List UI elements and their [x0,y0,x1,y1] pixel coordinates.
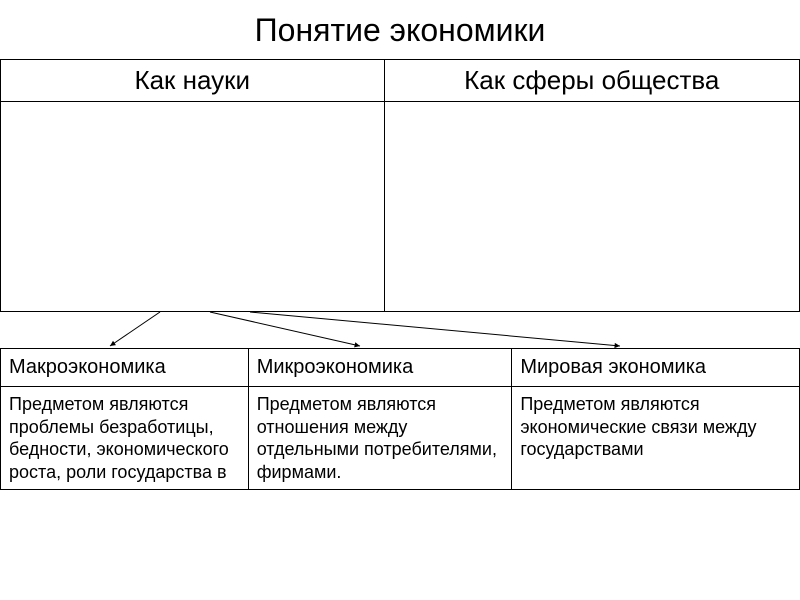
concept-body-society [384,102,799,312]
branch-header-macro: Макроэкономика [1,349,249,387]
page-title: Понятие экономики [0,0,800,59]
branch-header-world: Мировая экономика [512,349,800,387]
branches-body-row: Предметом являются проблемы безработицы,… [1,387,800,490]
branch-body-macro: Предметом являются проблемы безработицы,… [1,387,249,490]
concept-header-science: Как науки [1,60,385,102]
concept-table: Как науки Как сферы общества [0,59,800,312]
concept-header-society: Как сферы общества [384,60,799,102]
branch-body-micro: Предметом являются отношения между отдел… [248,387,512,490]
branch-body-world: Предметом являются экономические связи м… [512,387,800,490]
branches-header-row: Макроэкономика Микроэкономика Мировая эк… [1,349,800,387]
branch-header-micro: Микроэкономика [248,349,512,387]
concept-table-body-row [1,102,800,312]
branches-table: Макроэкономика Микроэкономика Мировая эк… [0,348,800,490]
branch-arrows [0,312,800,352]
concept-table-header-row: Как науки Как сферы общества [1,60,800,102]
concept-body-science [1,102,385,312]
